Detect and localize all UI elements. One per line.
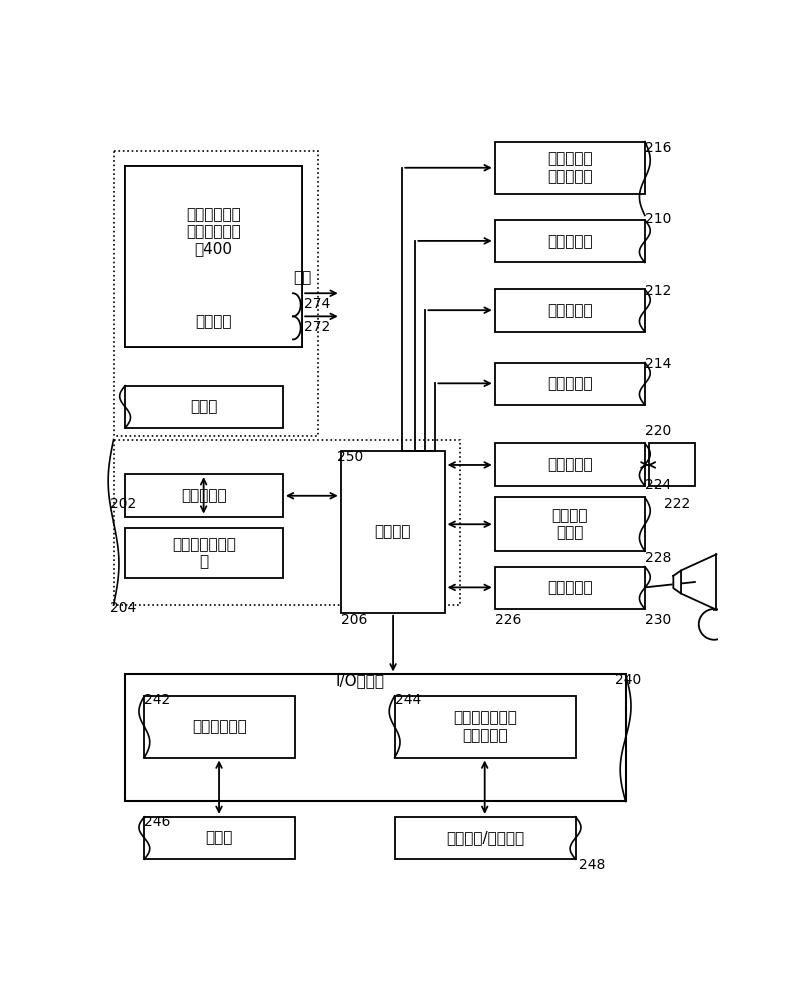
Text: 274: 274 [304, 297, 330, 311]
Text: 226: 226 [494, 613, 521, 627]
Text: 202: 202 [110, 497, 136, 511]
Text: 212: 212 [645, 284, 671, 298]
Text: 230: 230 [645, 613, 671, 627]
Bar [144, 817, 294, 859]
Text: 基于时间偏移
的时间处理装
置400: 基于时间偏移 的时间处理装 置400 [186, 207, 241, 257]
Text: 其他输入/控制设备: 其他输入/控制设备 [446, 831, 524, 846]
Bar [494, 497, 645, 551]
Bar [494, 567, 645, 609]
Bar [144, 696, 294, 758]
Text: 242: 242 [144, 693, 170, 707]
Text: 210: 210 [645, 212, 671, 226]
Bar [394, 817, 575, 859]
Text: 240: 240 [615, 673, 641, 687]
Text: 外围接口: 外围接口 [374, 524, 411, 539]
Text: 222: 222 [664, 497, 690, 511]
Text: 214: 214 [645, 357, 671, 371]
Text: 一个或多个处理
器: 一个或多个处理 器 [172, 537, 236, 569]
Bar [494, 443, 645, 486]
Bar [125, 166, 302, 297]
Text: I/O子系统: I/O子系统 [335, 673, 385, 688]
Text: 一个或多个
其他传感器: 一个或多个 其他传感器 [547, 152, 593, 184]
Bar [125, 166, 302, 347]
Bar [125, 528, 283, 578]
Text: 206: 206 [341, 613, 367, 627]
Text: 存储器: 存储器 [190, 399, 218, 414]
Bar [114, 440, 460, 605]
Text: 224: 224 [645, 478, 671, 492]
Bar [494, 289, 645, 332]
Bar [494, 220, 645, 262]
Text: 触摸屏控制器: 触摸屏控制器 [192, 719, 246, 734]
Bar [394, 696, 575, 758]
Bar [125, 474, 283, 517]
Text: 相机子系统: 相机子系统 [547, 457, 593, 472]
Bar [125, 386, 283, 428]
Bar [494, 363, 645, 405]
Bar [125, 297, 302, 347]
Text: 无线通信
子系统: 无线通信 子系统 [551, 508, 588, 540]
Bar [341, 451, 445, 613]
Text: 操作系统: 操作系统 [195, 315, 232, 330]
Bar [114, 151, 318, 436]
Bar [125, 674, 626, 801]
Text: 音频子系统: 音频子系统 [547, 580, 593, 595]
Text: 运动传感器: 运动传感器 [547, 234, 593, 249]
Bar [494, 142, 645, 194]
Text: 距离传感器: 距离传感器 [547, 376, 593, 391]
Text: 246: 246 [144, 815, 170, 829]
Text: 存储器接口: 存储器接口 [182, 488, 227, 503]
Text: 244: 244 [394, 693, 421, 707]
Polygon shape [674, 570, 681, 594]
Text: 触摸屏: 触摸屏 [206, 831, 233, 846]
Text: 228: 228 [645, 551, 671, 565]
Text: 272: 272 [304, 320, 330, 334]
Bar [649, 443, 695, 486]
Text: 216: 216 [645, 141, 671, 155]
Text: 220: 220 [645, 424, 671, 438]
Text: 一个或多个其他
输入控制器: 一个或多个其他 输入控制器 [453, 711, 517, 743]
Text: 光线传感器: 光线传感器 [547, 303, 593, 318]
Text: 248: 248 [579, 858, 606, 872]
Text: 应用: 应用 [293, 270, 311, 285]
Text: 250: 250 [337, 450, 363, 464]
Text: 204: 204 [110, 601, 136, 615]
